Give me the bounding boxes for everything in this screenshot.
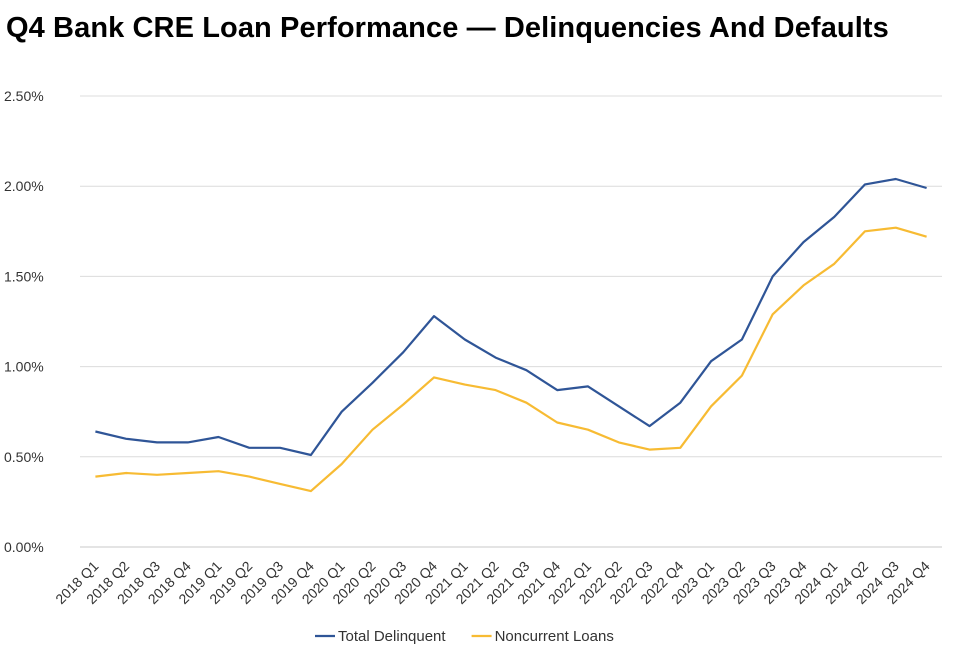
- gridlines: [80, 95, 942, 548]
- y-tick-label: 0.00%: [4, 539, 44, 555]
- y-tick-label: 2.00%: [4, 178, 44, 194]
- legend-label: Total Delinquent: [338, 628, 446, 645]
- legend-label: Noncurrent Loans: [495, 628, 614, 645]
- chart-title: Q4 Bank CRE Loan Performance — Delinquen…: [6, 12, 889, 44]
- y-tick-label: 1.50%: [4, 268, 44, 284]
- y-tick-label: 2.50%: [4, 88, 44, 104]
- y-axis-ticks: 0.00% 0.50% 1.00% 1.50% 2.00% 2.50%: [4, 88, 44, 555]
- y-tick-label: 0.50%: [4, 449, 44, 465]
- legend: Total Delinquent Noncurrent Loans: [315, 628, 614, 645]
- y-tick-label: 1.00%: [4, 359, 44, 375]
- series-lines: [95, 177, 927, 493]
- series-line-0: [95, 177, 927, 457]
- series-line-1: [95, 226, 927, 493]
